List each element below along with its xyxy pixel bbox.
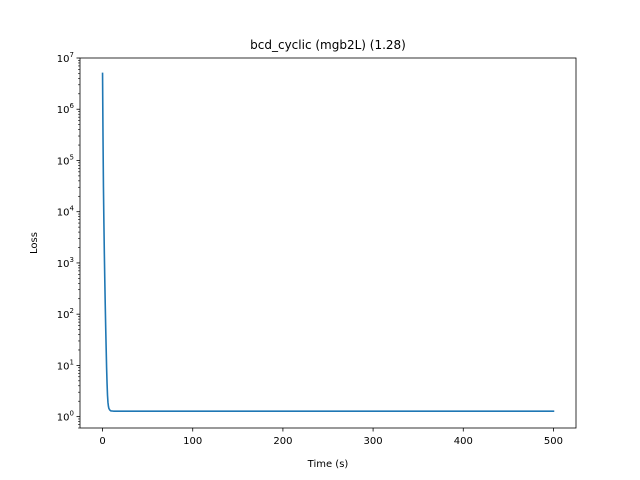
y-tick-exponent: 2 — [70, 307, 74, 315]
y-tick-label-1: 101 — [57, 358, 74, 372]
y-tick-exponent: 7 — [70, 51, 74, 59]
x-tick-label-200: 200 — [273, 436, 292, 447]
y-tick-label-4: 104 — [57, 205, 75, 219]
y-tick-base: 10 — [57, 208, 70, 219]
y-tick-exponent: 6 — [70, 102, 75, 110]
y-tick-exponent: 4 — [70, 205, 75, 213]
y-tick-base: 10 — [57, 156, 70, 167]
y-axis-label: Loss — [29, 232, 40, 254]
x-tick-label-300: 300 — [364, 436, 383, 447]
y-tick-base: 10 — [57, 54, 70, 65]
y-tick-label-5: 105 — [57, 153, 74, 167]
x-tick-label-500: 500 — [544, 436, 563, 447]
y-tick-label-0: 100 — [57, 410, 74, 424]
y-tick-exponent: 3 — [70, 256, 74, 264]
y-tick-label-7: 107 — [57, 51, 74, 65]
y-tick-label-3: 103 — [57, 256, 74, 270]
y-tick-base: 10 — [57, 310, 70, 321]
y-tick-exponent: 1 — [70, 358, 74, 366]
y-tick-base: 10 — [57, 361, 70, 372]
x-tick-label-0: 0 — [99, 436, 105, 447]
x-tick-label-100: 100 — [183, 436, 202, 447]
loss-series-line-0 — [101, 72, 555, 412]
x-tick-label-400: 400 — [454, 436, 473, 447]
y-tick-base: 10 — [57, 105, 70, 116]
y-tick-base: 10 — [57, 259, 70, 270]
y-tick-base: 10 — [57, 413, 70, 424]
chart-title: bcd_cyclic (mgb2L) (1.28) — [250, 38, 406, 52]
plot-frame — [79, 57, 577, 429]
x-axis-label: Time (s) — [307, 459, 349, 470]
x-axis: 0 100 200 300 400 500 — [99, 428, 563, 447]
y-tick-label-2: 102 — [57, 307, 74, 321]
y-tick-exponent: 0 — [70, 410, 74, 418]
series-layer — [101, 72, 555, 412]
y-tick-exponent: 5 — [70, 153, 74, 161]
y-tick-label-6: 106 — [57, 102, 75, 116]
